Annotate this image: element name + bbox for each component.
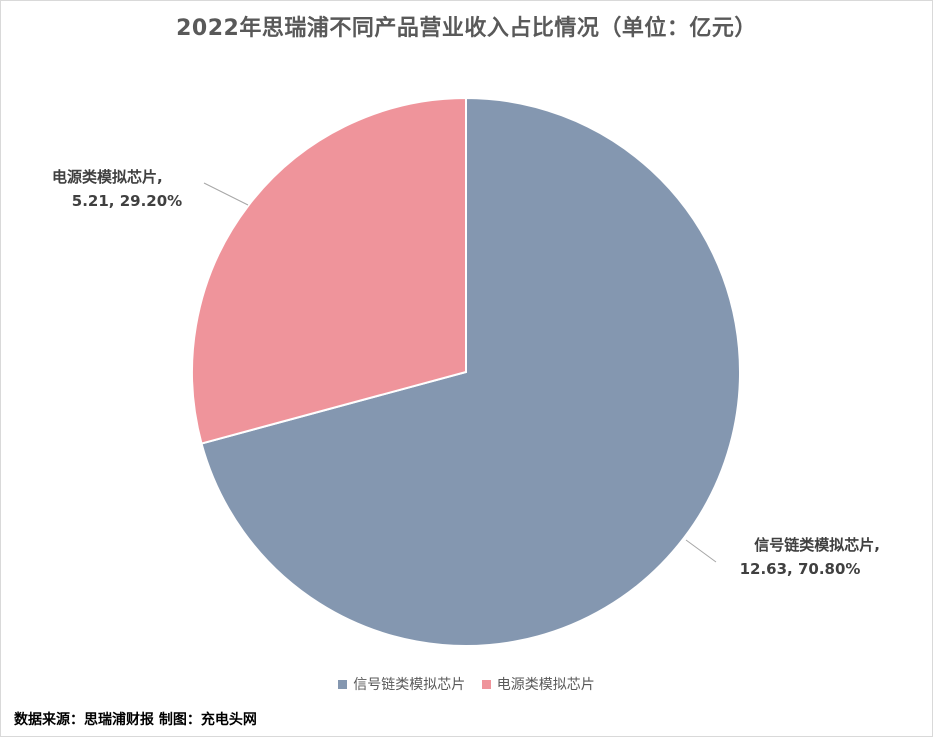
legend-label-signal-chain: 信号链类模拟芯片 bbox=[353, 677, 466, 693]
data-label-signal-chain-value: 12.63, 70.80% bbox=[739, 560, 861, 578]
chart-legend: 信号链类模拟芯片 电源类模拟芯片 bbox=[0, 674, 933, 694]
pie-slice-signal-chain bbox=[200, 96, 741, 647]
legend-swatch-power bbox=[481, 679, 491, 689]
legend-item-signal-chain: 信号链类模拟芯片 bbox=[338, 674, 465, 694]
pie-slices bbox=[191, 96, 741, 647]
legend-swatch-signal-chain bbox=[338, 679, 348, 689]
chart-title: 2022年思瑞浦不同产品营业收入占比情况（单位：亿元） bbox=[176, 16, 757, 41]
leader-line-signal-chain bbox=[685, 539, 717, 563]
legend-label-power: 电源类模拟芯片 bbox=[496, 677, 595, 693]
legend-item-power: 电源类模拟芯片 bbox=[481, 674, 595, 694]
pie-slice-power bbox=[191, 96, 467, 445]
leader-line-power bbox=[203, 182, 249, 206]
data-label-signal-chain: 信号链类模拟芯片, 12.63, 70.80% bbox=[720, 533, 880, 581]
data-label-power-value: 5.21, 29.20% bbox=[71, 192, 183, 210]
data-label-signal-chain-name: 信号链类模拟芯片, bbox=[754, 536, 880, 554]
source-note: 数据来源：思瑞浦财报 制图：充电头网 bbox=[14, 712, 257, 728]
data-label-power-name: 电源类模拟芯片, bbox=[52, 168, 163, 186]
data-label-power: 电源类模拟芯片, 5.21, 29.20% bbox=[52, 165, 202, 213]
